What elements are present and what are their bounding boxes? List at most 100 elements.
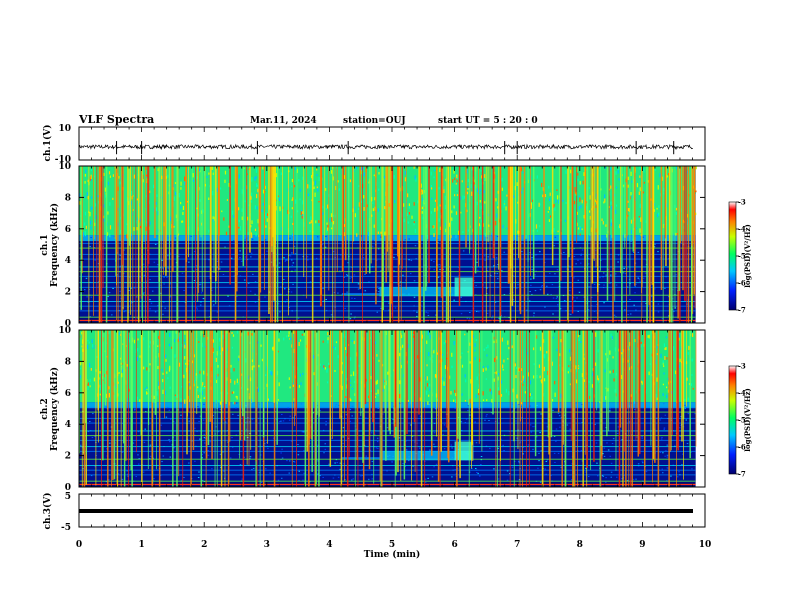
spectrogram-low-speckle: [388, 302, 390, 304]
spectrogram-low-speckle: [169, 296, 171, 298]
spectrogram-speckle: [597, 349, 599, 353]
spectrogram-low-speckle: [191, 440, 193, 442]
spectrogram-low-speckle: [195, 307, 198, 309]
spectrogram-low-speckle: [408, 238, 410, 240]
spectrogram-low-speckle: [168, 439, 170, 441]
spectrogram-low-speckle: [430, 259, 433, 261]
spectrogram-sferic: [600, 166, 601, 271]
spectrogram-low-speckle: [512, 410, 514, 412]
spectrogram-sferic: [478, 166, 479, 267]
spectrogram-low-speckle: [486, 270, 489, 272]
spectrogram-sferic: [606, 166, 609, 301]
spectrogram-low-speckle: [370, 432, 373, 434]
spectrogram-speckle: [578, 366, 580, 368]
spectrogram-speckle: [173, 339, 176, 343]
spectrogram-speckle: [597, 375, 599, 380]
spectrogram-narrowband-line: [79, 446, 696, 448]
spectrogram-low-speckle: [498, 317, 500, 319]
spectrogram-speckle: [439, 226, 442, 230]
spectrogram-speckle: [553, 203, 555, 208]
spectrogram-sferic: [624, 330, 625, 452]
spectrogram-speckle: [461, 364, 464, 368]
spectrogram-low-speckle: [281, 457, 284, 459]
spectrogram-speckle: [457, 230, 460, 235]
spectrogram-speckle: [227, 392, 229, 395]
spectrogram-low-speckle: [249, 290, 252, 292]
spectrogram-sferic: [621, 166, 623, 323]
spectrogram-speckle: [427, 234, 429, 240]
spectrogram-low-speckle: [199, 415, 202, 417]
spectrogram-speckle: [234, 401, 236, 405]
spectrogram-sferic: [684, 166, 686, 301]
spectrogram-speckle: [433, 349, 435, 354]
spectrogram-speckle: [588, 210, 591, 213]
spectrogram-speckle: [576, 211, 578, 215]
spectrogram-speckle: [605, 396, 607, 400]
spectrogram-low-speckle: [142, 263, 145, 265]
spectrogram-sferic: [389, 166, 391, 323]
spectrogram-sferic: [192, 330, 195, 451]
spectrogram-speckle: [399, 393, 401, 399]
spectrogram-speckle: [609, 167, 611, 171]
spectrogram-speckle: [122, 173, 124, 176]
spectrogram-low-speckle: [288, 306, 290, 308]
spectrogram-sferic: [593, 166, 595, 261]
spectrogram-sferic: [147, 330, 149, 470]
spectrogram-speckle: [488, 224, 490, 227]
spectrogram-speckle: [326, 381, 329, 384]
spectrogram-low-speckle: [518, 462, 521, 464]
spectrogram-speckle: [454, 177, 456, 181]
spectrogram-low-speckle: [496, 236, 499, 238]
spectrogram-low-speckle: [657, 251, 659, 253]
spectrogram-speckle: [476, 201, 478, 206]
spectrogram-sferic: [499, 330, 501, 487]
spectrogram-low-speckle: [86, 296, 88, 298]
spectrogram-sferic: [692, 166, 694, 314]
spectrogram-sferic: [154, 330, 157, 415]
spectrogram-sferic: [98, 330, 100, 443]
spectrogram-sferic: [115, 166, 117, 277]
spectrogram-speckle: [488, 230, 490, 233]
spectrogram-speckle: [335, 166, 338, 169]
spectrogram-speckle: [241, 208, 243, 212]
spectrogram-sferic: [534, 330, 537, 457]
spectrogram-sferic: [387, 166, 389, 271]
spectrogram-speckle: [678, 333, 680, 338]
spectrogram-speckle: [233, 368, 235, 372]
spectrogram-speckle: [238, 226, 240, 229]
spectrogram-speckle: [87, 179, 89, 182]
spectrogram-speckle: [471, 191, 473, 196]
spectrogram-speckle: [615, 186, 618, 189]
spectrogram-speckle: [414, 228, 416, 234]
spectrogram-speckle: [554, 206, 556, 211]
spectrogram-speckle: [139, 399, 141, 402]
colorbar-tick-label: -7: [738, 306, 746, 315]
spectrogram-sferic: [629, 166, 631, 295]
spectrogram-narrowband-line: [79, 439, 696, 441]
spectrogram-speckle: [455, 182, 457, 185]
spectrogram-speckle: [139, 355, 141, 358]
spectrogram-speckle: [452, 179, 454, 183]
spectrogram-speckle: [409, 399, 411, 405]
spectrogram-low-speckle: [466, 317, 469, 319]
spectrogram-speckle: [278, 338, 280, 342]
spectrogram-speckle: [250, 232, 253, 235]
ch2-spectrogram-ylabel-frequency: Frequency (kHz): [49, 367, 60, 451]
spectrogram-speckle: [453, 340, 455, 345]
spectrogram-low-speckle: [533, 312, 535, 314]
spectrogram-speckle: [653, 209, 655, 212]
spectrogram-low-speckle: [153, 261, 156, 263]
spectrogram-speckle: [370, 376, 372, 380]
spectrogram-speckle: [299, 188, 301, 192]
spectrogram-speckle: [90, 206, 92, 210]
spectrogram-low-speckle: [302, 431, 305, 433]
spectrogram-speckle: [555, 199, 557, 203]
spectrogram-low-speckle: [293, 402, 295, 404]
spectrogram-speckle: [529, 380, 532, 385]
spectrogram-low-speckle: [407, 460, 410, 462]
spectrogram-low-speckle: [416, 311, 418, 313]
spectrogram-low-speckle: [137, 431, 140, 433]
spectrogram-speckle: [620, 195, 622, 200]
spectrogram-speckle: [251, 365, 253, 371]
spectrogram-low-speckle: [635, 478, 637, 480]
